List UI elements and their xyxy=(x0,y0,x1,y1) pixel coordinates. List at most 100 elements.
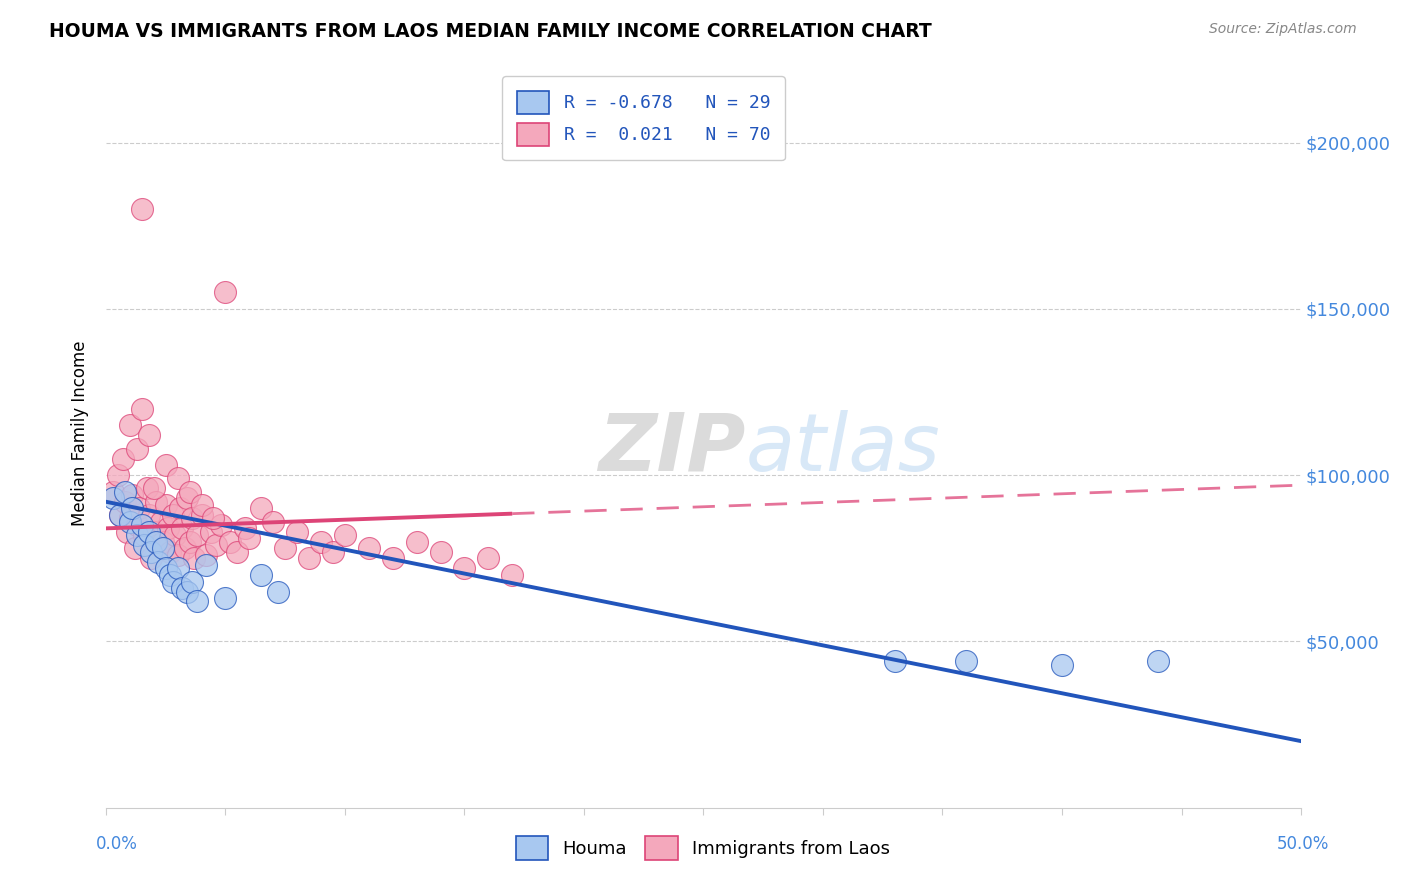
Point xyxy=(101,484,124,499)
Point xyxy=(219,534,242,549)
Point xyxy=(250,501,273,516)
Point xyxy=(107,468,129,483)
Point xyxy=(159,568,181,582)
Point xyxy=(190,498,212,512)
Point xyxy=(179,534,201,549)
Point xyxy=(131,202,153,217)
Point xyxy=(138,524,160,539)
Point xyxy=(186,594,208,608)
Point xyxy=(148,538,170,552)
Point xyxy=(333,528,356,542)
Point xyxy=(166,561,188,575)
Text: 0.0%: 0.0% xyxy=(96,835,138,853)
Point xyxy=(285,524,308,539)
Point xyxy=(183,551,205,566)
Point xyxy=(274,541,297,556)
Point xyxy=(111,451,134,466)
Point xyxy=(101,491,124,506)
Point xyxy=(429,544,451,558)
Point xyxy=(135,482,157,496)
Point xyxy=(125,442,148,456)
Point xyxy=(214,591,236,606)
Point xyxy=(128,501,150,516)
Point xyxy=(195,548,218,562)
Point xyxy=(381,551,404,566)
Point xyxy=(322,544,344,558)
Point xyxy=(114,495,136,509)
Point xyxy=(172,581,194,595)
Point xyxy=(173,541,195,556)
Point xyxy=(138,428,160,442)
Point xyxy=(155,561,177,575)
Point xyxy=(165,528,187,542)
Point xyxy=(141,551,163,566)
Point xyxy=(125,518,148,533)
Point xyxy=(238,532,260,546)
Text: HOUMA VS IMMIGRANTS FROM LAOS MEDIAN FAMILY INCOME CORRELATION CHART: HOUMA VS IMMIGRANTS FROM LAOS MEDIAN FAM… xyxy=(49,22,932,41)
Point xyxy=(145,534,167,549)
Point xyxy=(176,584,198,599)
Point xyxy=(267,584,290,599)
Point xyxy=(181,574,204,589)
Point xyxy=(138,508,160,522)
Point xyxy=(250,568,273,582)
Point xyxy=(110,508,132,522)
Point xyxy=(131,518,153,533)
Point xyxy=(162,574,184,589)
Point xyxy=(142,482,165,496)
Point xyxy=(179,484,201,499)
Text: atlas: atlas xyxy=(745,409,941,488)
Point xyxy=(152,541,174,556)
Point xyxy=(1146,654,1168,668)
Point xyxy=(152,534,174,549)
Point xyxy=(186,528,208,542)
Point xyxy=(262,515,284,529)
Point xyxy=(172,521,194,535)
Point xyxy=(477,551,499,566)
Point xyxy=(121,501,143,516)
Point xyxy=(118,418,141,433)
Point xyxy=(125,528,148,542)
Point xyxy=(155,458,177,473)
Point xyxy=(195,558,218,572)
Text: Source: ZipAtlas.com: Source: ZipAtlas.com xyxy=(1209,22,1357,37)
Point xyxy=(298,551,321,566)
Point xyxy=(1050,657,1073,672)
Point xyxy=(955,654,977,668)
Point xyxy=(357,541,380,556)
Point xyxy=(134,528,156,542)
Point xyxy=(121,488,143,502)
Point xyxy=(226,544,249,558)
Point xyxy=(405,534,427,549)
Point xyxy=(202,511,225,525)
Point xyxy=(181,511,204,525)
Point xyxy=(166,471,188,485)
Text: ZIP: ZIP xyxy=(598,409,745,488)
Point xyxy=(166,548,188,562)
Point xyxy=(157,521,180,535)
Point xyxy=(155,498,177,512)
Point xyxy=(114,484,136,499)
Point xyxy=(205,538,228,552)
Point xyxy=(159,544,181,558)
Point xyxy=(200,524,222,539)
Point xyxy=(169,501,191,516)
Text: 50.0%: 50.0% xyxy=(1277,835,1329,853)
Point xyxy=(149,515,172,529)
Point xyxy=(134,538,156,552)
Point xyxy=(214,285,236,300)
Point xyxy=(162,508,184,522)
Point xyxy=(453,561,475,575)
Point xyxy=(309,534,332,549)
Point xyxy=(118,515,141,529)
Point xyxy=(176,491,198,506)
Point xyxy=(209,518,232,533)
Legend: R = -0.678   N = 29, R =  0.021   N = 70: R = -0.678 N = 29, R = 0.021 N = 70 xyxy=(502,76,785,161)
Y-axis label: Median Family Income: Median Family Income xyxy=(72,341,89,526)
Point xyxy=(117,524,139,539)
Point xyxy=(883,654,905,668)
Legend: Houma, Immigrants from Laos: Houma, Immigrants from Laos xyxy=(509,830,897,867)
Point xyxy=(148,555,170,569)
Point xyxy=(131,401,153,416)
Point xyxy=(110,508,132,522)
